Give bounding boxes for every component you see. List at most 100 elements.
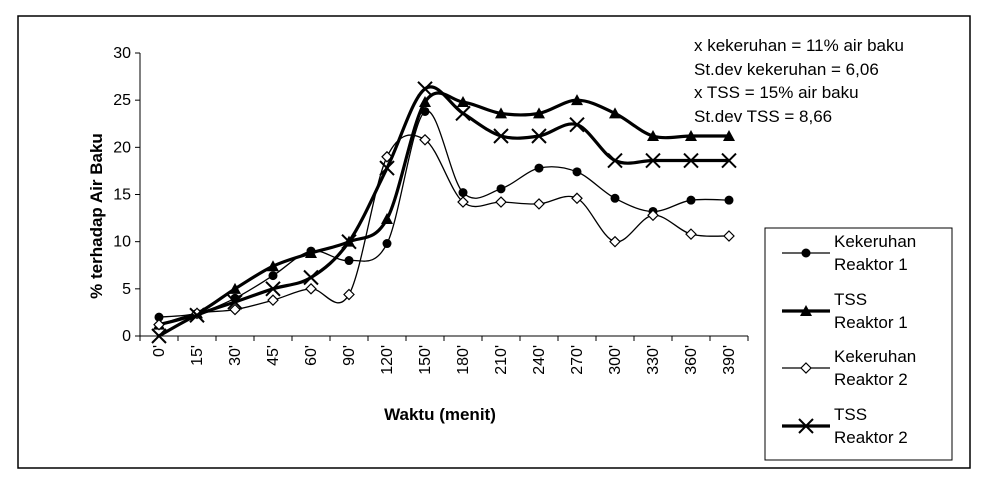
data-point — [571, 192, 583, 205]
data-point — [723, 130, 735, 142]
data-point — [607, 152, 623, 169]
data-point — [154, 312, 164, 322]
legend-label: Reaktor 1 — [834, 255, 908, 274]
data-point — [683, 152, 699, 169]
data-point — [685, 228, 697, 240]
x-tick-label: 150' — [417, 345, 434, 375]
data-point — [569, 116, 585, 133]
legend-swatch-marker — [800, 305, 812, 316]
data-point — [303, 269, 319, 286]
y-tick-label: 0 — [122, 328, 131, 345]
series-line — [158, 134, 730, 326]
x-tick-label: 0' — [151, 345, 168, 357]
x-tick-label: 300' — [607, 345, 624, 375]
data-point — [457, 96, 469, 108]
y-tick-label: 25 — [113, 92, 131, 109]
annotation-line: x TSS = 15% air baku — [694, 83, 859, 102]
stats-annotation: x kekeruhan = 11% air baku St.dev kekeru… — [694, 36, 904, 126]
x-tick-label: 90' — [341, 345, 358, 366]
legend-item-tss-reaktor-1: TSS Reaktor 1 — [782, 290, 908, 332]
data-point — [686, 195, 696, 205]
legend-swatch-marker — [801, 248, 811, 258]
data-point — [267, 260, 279, 272]
legend-label: Reaktor 2 — [834, 428, 908, 447]
data-point — [647, 209, 659, 222]
annotation-line: x kekeruhan = 11% air baku — [694, 36, 904, 55]
legend-item-tss-reaktor-2: TSS Reaktor 2 — [782, 405, 908, 447]
data-point — [496, 184, 506, 194]
y-axis-title: % terhadap Air Baku — [87, 133, 106, 299]
x-tick-label: 270' — [569, 345, 586, 375]
data-point — [343, 288, 355, 301]
series-tss-reaktor-2 — [151, 81, 737, 344]
series-kekeruhan-reaktor-1 — [154, 106, 734, 322]
data-point — [531, 128, 547, 144]
data-point — [265, 281, 281, 297]
series-kekeruhan-reaktor-2 — [153, 133, 735, 331]
legend-box — [764, 227, 953, 461]
data-point — [382, 239, 392, 249]
legend-label: TSS — [834, 290, 867, 309]
legend-label: Kekeruhan — [834, 232, 916, 251]
legend-swatch-marker — [800, 362, 812, 374]
data-point — [153, 318, 165, 331]
data-point — [419, 133, 431, 146]
data-point — [344, 256, 354, 266]
x-tick-label: 180' — [455, 345, 472, 375]
x-tick-label: 45' — [265, 345, 282, 366]
y-tick-label: 15 — [113, 187, 131, 204]
data-point — [493, 128, 509, 144]
data-point — [417, 81, 433, 97]
series-layer — [151, 81, 737, 344]
y-tick-label: 5 — [122, 281, 131, 298]
data-point — [610, 193, 620, 203]
data-point — [724, 195, 734, 205]
data-point — [455, 105, 471, 122]
data-point — [381, 213, 393, 225]
data-point — [189, 307, 205, 323]
y-tick-label: 20 — [113, 139, 131, 156]
legend: Kekeruhan Reaktor 1 TSS Reaktor 1 Kekeruhan R… — [764, 227, 953, 461]
annotation-line: St.dev TSS = 8,66 — [694, 107, 832, 126]
data-point — [229, 282, 241, 294]
annotation-line: St.dev kekeruhan = 6,06 — [694, 60, 879, 79]
x-tick-label: 30' — [227, 345, 244, 366]
data-point — [533, 198, 545, 210]
x-tick-labels: 0' 15' 30' 45' 60' 90' 120' 150' 180' 210' 240' 270… — [151, 345, 738, 375]
data-point — [379, 160, 395, 176]
data-point — [229, 303, 241, 316]
x-tick-label: 15' — [189, 345, 206, 366]
data-point — [341, 233, 357, 250]
data-point — [572, 167, 582, 177]
x-axis-title: Waktu (menit) — [384, 405, 496, 424]
x-tick-label: 60' — [303, 345, 320, 366]
series-line — [158, 91, 729, 327]
data-point — [458, 188, 468, 198]
data-point — [721, 152, 737, 169]
data-point — [645, 152, 661, 169]
x-tick-label: 330' — [645, 345, 662, 375]
y-tick-labels: 0 5 10 15 20 25 30 — [113, 45, 131, 345]
data-point — [457, 196, 469, 208]
data-point — [495, 107, 507, 119]
data-point — [267, 294, 279, 307]
legend-label: Reaktor 2 — [834, 370, 908, 389]
series-line — [158, 110, 730, 318]
data-point — [268, 271, 278, 281]
legend-swatch-marker — [798, 418, 814, 434]
data-point — [495, 196, 507, 208]
data-point — [305, 282, 317, 295]
data-point — [571, 94, 583, 106]
data-point — [419, 96, 431, 108]
x-tick-label: 120' — [379, 345, 396, 375]
data-point — [609, 235, 621, 248]
axes — [135, 52, 749, 341]
data-point — [723, 230, 735, 242]
legend-item-kekeruhan-reaktor-1: Kekeruhan Reaktor 1 — [782, 232, 916, 274]
x-tick-label: 240' — [531, 345, 548, 375]
legend-label: Kekeruhan — [834, 347, 916, 366]
data-point — [534, 163, 544, 173]
data-point — [685, 130, 697, 142]
series-line — [158, 85, 729, 338]
